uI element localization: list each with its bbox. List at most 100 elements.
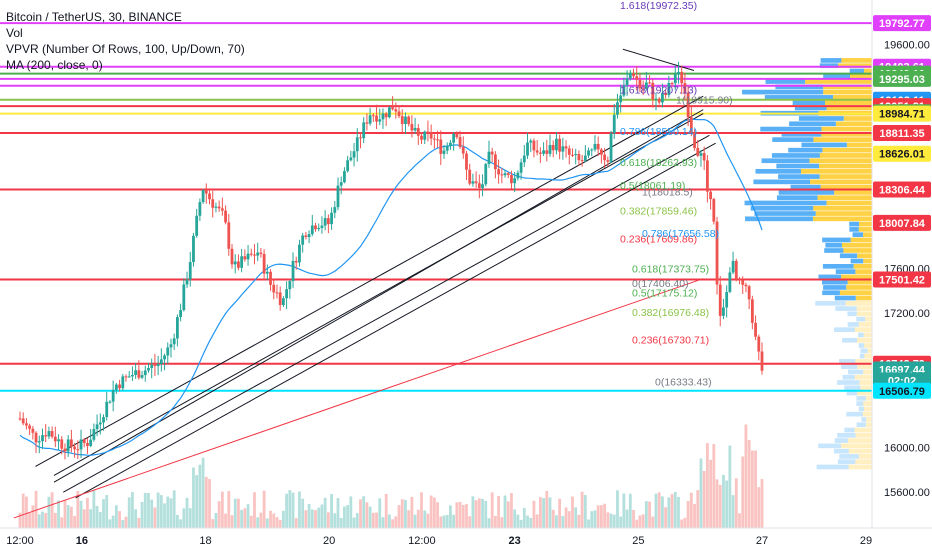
vpvr-up-row	[778, 190, 835, 195]
candle-body	[349, 157, 353, 161]
candle-body	[468, 169, 472, 184]
volume-bar	[667, 497, 671, 528]
vpvr-down-row	[835, 121, 872, 127]
volume-bar	[407, 510, 411, 528]
volume-indicator-label[interactable]: Vol	[6, 26, 23, 40]
vpvr-down-row	[821, 126, 872, 132]
candle-body	[474, 181, 478, 184]
volume-bar	[420, 492, 423, 528]
vpvr-down-row	[819, 174, 872, 179]
volume-bar	[635, 519, 639, 528]
candle-body	[420, 135, 423, 140]
candle-body	[86, 442, 89, 446]
vpvr-down-row	[865, 422, 872, 428]
candle-body	[715, 221, 719, 285]
volume-bar	[73, 516, 77, 528]
vpvr-down-row	[863, 401, 872, 406]
candle-body	[381, 113, 385, 120]
volume-bar	[535, 514, 539, 528]
vpvr-up-row	[761, 158, 810, 164]
trendline	[63, 134, 710, 493]
candle-body	[596, 143, 600, 150]
candle-body	[346, 160, 350, 172]
volume-bar	[143, 492, 147, 528]
candle-body	[336, 185, 340, 208]
symbol-title[interactable]: Bitcoin / TetherUS, 30, BINANCE	[6, 10, 182, 24]
volume-bar	[204, 476, 208, 528]
vpvr-up-row	[760, 126, 822, 132]
volume-bar	[423, 510, 427, 528]
price-tick-label: 19600.00	[884, 40, 930, 52]
vpvr-down-row	[855, 269, 872, 274]
price-axis-badge-text: 19792.77	[879, 18, 925, 30]
vpvr-up-row	[778, 174, 820, 179]
candle-body	[79, 439, 83, 450]
vpvr-down-row	[853, 264, 872, 269]
candle-body	[82, 439, 86, 443]
candle-body	[343, 171, 346, 183]
candle-body	[60, 439, 64, 449]
candle-body	[201, 190, 205, 203]
vpvr-up-row	[823, 285, 847, 290]
vpvr-down-row	[858, 227, 872, 232]
candle-body	[709, 191, 713, 200]
ma-indicator-label[interactable]: MA (200, close, 0)	[6, 58, 103, 72]
vpvr-down-row	[823, 84, 872, 90]
volume-bar	[734, 478, 738, 528]
vpvr-up-row	[822, 264, 854, 269]
candle-body	[571, 154, 574, 156]
candle-body	[484, 164, 488, 185]
candle-body	[102, 417, 105, 423]
volume-bar	[192, 467, 195, 528]
volume-bar	[381, 517, 385, 528]
vpvr-up-row	[822, 279, 848, 285]
vpvr-indicator-label[interactable]: VPVR (Number Of Rows, 100, Up/Down, 70)	[6, 42, 245, 56]
volume-bar	[63, 500, 67, 528]
volume-bar	[188, 508, 192, 528]
volume-bar	[513, 509, 517, 528]
vpvr-down-row	[822, 147, 872, 153]
volume-bar	[31, 505, 35, 528]
trendline	[75, 142, 716, 499]
vpvr-up-row	[835, 269, 856, 274]
volume-bar	[452, 514, 456, 528]
candle-body	[612, 114, 616, 134]
candle-body	[233, 261, 237, 265]
volume-bar	[47, 496, 51, 528]
volume-bar	[680, 519, 684, 528]
volume-bar	[349, 496, 353, 528]
candle-body	[256, 252, 260, 256]
time-tick-label: 12:00	[6, 535, 34, 547]
candle-body	[243, 256, 247, 260]
volume-bar	[86, 497, 89, 528]
candle-body	[542, 150, 545, 154]
candle-body	[269, 271, 272, 285]
candle-body	[513, 178, 517, 184]
time-tick-label: 27	[756, 535, 768, 547]
vpvr-up-row	[744, 200, 827, 206]
vpvr-up-row	[798, 116, 844, 121]
price-axis-badge	[873, 214, 931, 231]
volume-bar	[632, 510, 635, 528]
vpvr-down-row	[864, 353, 872, 359]
vpvr-up-row	[781, 132, 822, 137]
candle-body	[465, 153, 468, 170]
candle-body	[224, 210, 227, 223]
vpvr-up-row	[850, 258, 864, 264]
price-axis-badge-text: 16506.79	[879, 386, 925, 398]
candle-body	[741, 280, 745, 285]
candle-body	[175, 317, 179, 339]
volume-bar	[455, 502, 459, 528]
volume-bar	[481, 498, 484, 528]
volume-bar	[326, 512, 330, 528]
price-axis-badge	[873, 70, 931, 87]
candle-body	[127, 376, 131, 378]
volume-bar	[172, 490, 176, 528]
candle-body	[529, 140, 533, 143]
candle-body	[493, 154, 497, 170]
vpvr-up-row	[822, 237, 851, 243]
volume-bar	[208, 479, 211, 528]
candle-body	[323, 218, 327, 226]
vpvr-down-row	[859, 380, 872, 385]
